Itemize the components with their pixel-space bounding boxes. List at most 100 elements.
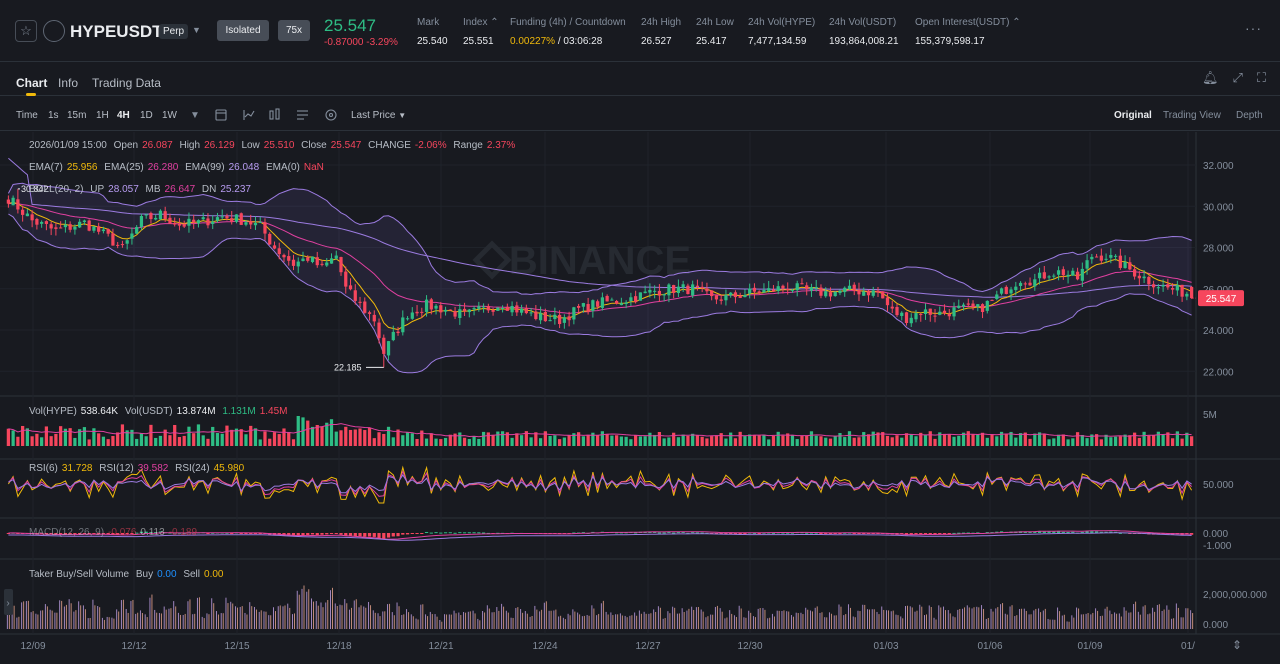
macd-histogram-bar — [952, 532, 956, 534]
volume-bar — [253, 428, 258, 446]
candle-body — [329, 258, 334, 264]
candle-body — [448, 309, 452, 311]
volume-bar — [752, 434, 757, 446]
interval-4h[interactable]: 4H — [117, 110, 130, 121]
macd-histogram-bar — [691, 532, 695, 534]
macd-histogram-bar — [63, 533, 68, 534]
candle-body — [1033, 279, 1037, 287]
volume-bar — [719, 433, 723, 446]
tab-chart[interactable]: Chart — [16, 76, 48, 90]
price-tick-label: 22.000 — [1203, 367, 1234, 378]
fullscreen-icon[interactable]: ⛶ — [1256, 70, 1266, 85]
candle-body — [904, 312, 909, 324]
expand-icon[interactable]: ⤢ — [1232, 70, 1243, 85]
volume-bar — [548, 435, 552, 446]
candle-body — [543, 311, 547, 322]
candle-body — [173, 222, 177, 225]
candle-body — [1109, 255, 1113, 258]
candle-body — [1052, 275, 1056, 277]
volume-bar — [847, 431, 852, 446]
macd-histogram-bar — [757, 533, 761, 534]
volume-bar — [130, 429, 134, 446]
leverage-button[interactable]: 75x — [278, 20, 310, 41]
macd-histogram-bar — [377, 533, 381, 539]
candle-body — [443, 309, 448, 312]
candle-body — [529, 312, 533, 314]
candle-body — [282, 254, 286, 258]
candle-body — [1014, 286, 1018, 291]
candle-body — [239, 213, 243, 225]
volume-bar — [78, 429, 82, 446]
candle-body — [980, 304, 985, 313]
symbol-dropdown-caret-icon[interactable]: ▼ — [192, 25, 201, 35]
view-trading-view[interactable]: Trading View — [1163, 110, 1221, 121]
volume-bar — [619, 436, 623, 446]
candle-body — [743, 294, 747, 298]
macd-histogram-bar — [1066, 532, 1070, 534]
volume-bar — [1066, 439, 1070, 446]
interval-more-caret-icon[interactable]: ▼ — [190, 110, 200, 121]
interval-1w[interactable]: 1W — [162, 110, 177, 121]
volume-bar — [586, 434, 590, 446]
interval-1d[interactable]: 1D — [140, 110, 153, 121]
candle-body — [1085, 260, 1089, 269]
macd-histogram-bar — [363, 533, 367, 537]
candle-body — [572, 307, 576, 320]
interval-1s[interactable]: 1s — [48, 110, 59, 121]
volume-bar — [805, 435, 809, 446]
time-tick-label: 01/03 — [873, 641, 898, 652]
stat-open-interest[interactable]: Open Interest(USDT) ⌃ 155,379,598.17 — [915, 17, 1021, 47]
ema99-line — [8, 157, 1192, 298]
taker-tick-label: 0.000 — [1203, 620, 1228, 631]
macd-histogram-bar — [805, 532, 809, 534]
volume-bar — [672, 432, 676, 446]
margin-mode-button[interactable]: Isolated — [217, 20, 269, 41]
chart-canvas[interactable]: 32.00030.00028.00026.00024.00022.00012/0… — [0, 132, 1280, 659]
candle-body — [928, 308, 932, 315]
macd-histogram-bar — [396, 533, 400, 537]
volume-bar — [577, 432, 581, 446]
volume-bar — [519, 435, 524, 446]
symbol-name[interactable]: HYPEUSDT — [70, 22, 163, 41]
candle-body — [672, 285, 676, 293]
chart-area[interactable]: 32.00030.00028.00026.00024.00022.00012/0… — [0, 132, 1280, 659]
macd-histogram-bar — [1037, 530, 1042, 533]
candle-body — [139, 216, 144, 228]
volume-bar — [786, 433, 790, 446]
price-type-select[interactable]: Last Price ▼ — [351, 110, 407, 121]
tab-trading-data[interactable]: Trading Data — [92, 76, 161, 90]
macd-histogram-bar — [6, 533, 10, 534]
time-label[interactable]: Time — [16, 110, 38, 121]
tab-info[interactable]: Info — [58, 76, 79, 90]
favorite-star-icon[interactable]: ☆ — [15, 20, 37, 42]
macd-histogram-bar — [82, 533, 87, 534]
macd-histogram-bar — [401, 533, 405, 535]
volume-bar — [239, 429, 243, 446]
volume-bar — [215, 433, 220, 446]
more-options-icon[interactable]: ··· — [1245, 20, 1262, 36]
volume-bar — [163, 429, 167, 446]
macd-histogram-bar — [681, 531, 685, 533]
macd-histogram-bar — [49, 533, 53, 535]
volume-bar — [814, 435, 818, 446]
interval-1h[interactable]: 1H — [96, 110, 109, 121]
volume-bar — [653, 434, 657, 446]
candle-body — [287, 256, 291, 261]
macd-histogram-bar — [714, 533, 719, 534]
volume-bar — [158, 435, 163, 446]
candle-body — [481, 306, 486, 308]
price-alert-bell-icon[interactable]: 🔔︎ — [1201, 70, 1219, 85]
macd-histogram-bar — [467, 532, 471, 534]
volume-bar — [353, 429, 357, 446]
candle-body — [776, 286, 780, 291]
volume-bar — [999, 431, 1004, 446]
candle-body — [211, 221, 215, 224]
view-depth[interactable]: Depth — [1236, 110, 1263, 121]
view-original[interactable]: Original — [1114, 110, 1152, 121]
stat-index[interactable]: Index ⌃ 25.551 — [463, 17, 499, 47]
candle-body — [68, 224, 72, 230]
candle-body — [1151, 284, 1156, 288]
candle-body — [524, 307, 528, 314]
candle-body — [215, 217, 220, 221]
interval-15m[interactable]: 15m — [67, 110, 87, 121]
